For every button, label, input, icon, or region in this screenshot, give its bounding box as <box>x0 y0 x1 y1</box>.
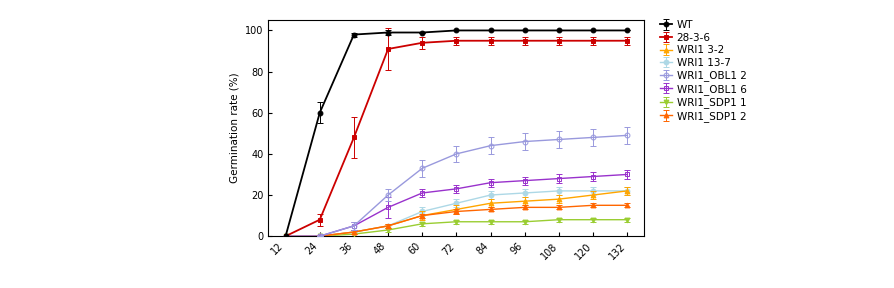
Legend: WT, 28-3-6, WRI1 3-2, WRI1 13-7, WRI1_OBL1 2, WRI1_OBL1 6, WRI1_SDP1 1, WRI1_SDP: WT, 28-3-6, WRI1 3-2, WRI1 13-7, WRI1_OB… <box>655 16 750 126</box>
Y-axis label: Germination rate (%): Germination rate (%) <box>230 73 240 183</box>
